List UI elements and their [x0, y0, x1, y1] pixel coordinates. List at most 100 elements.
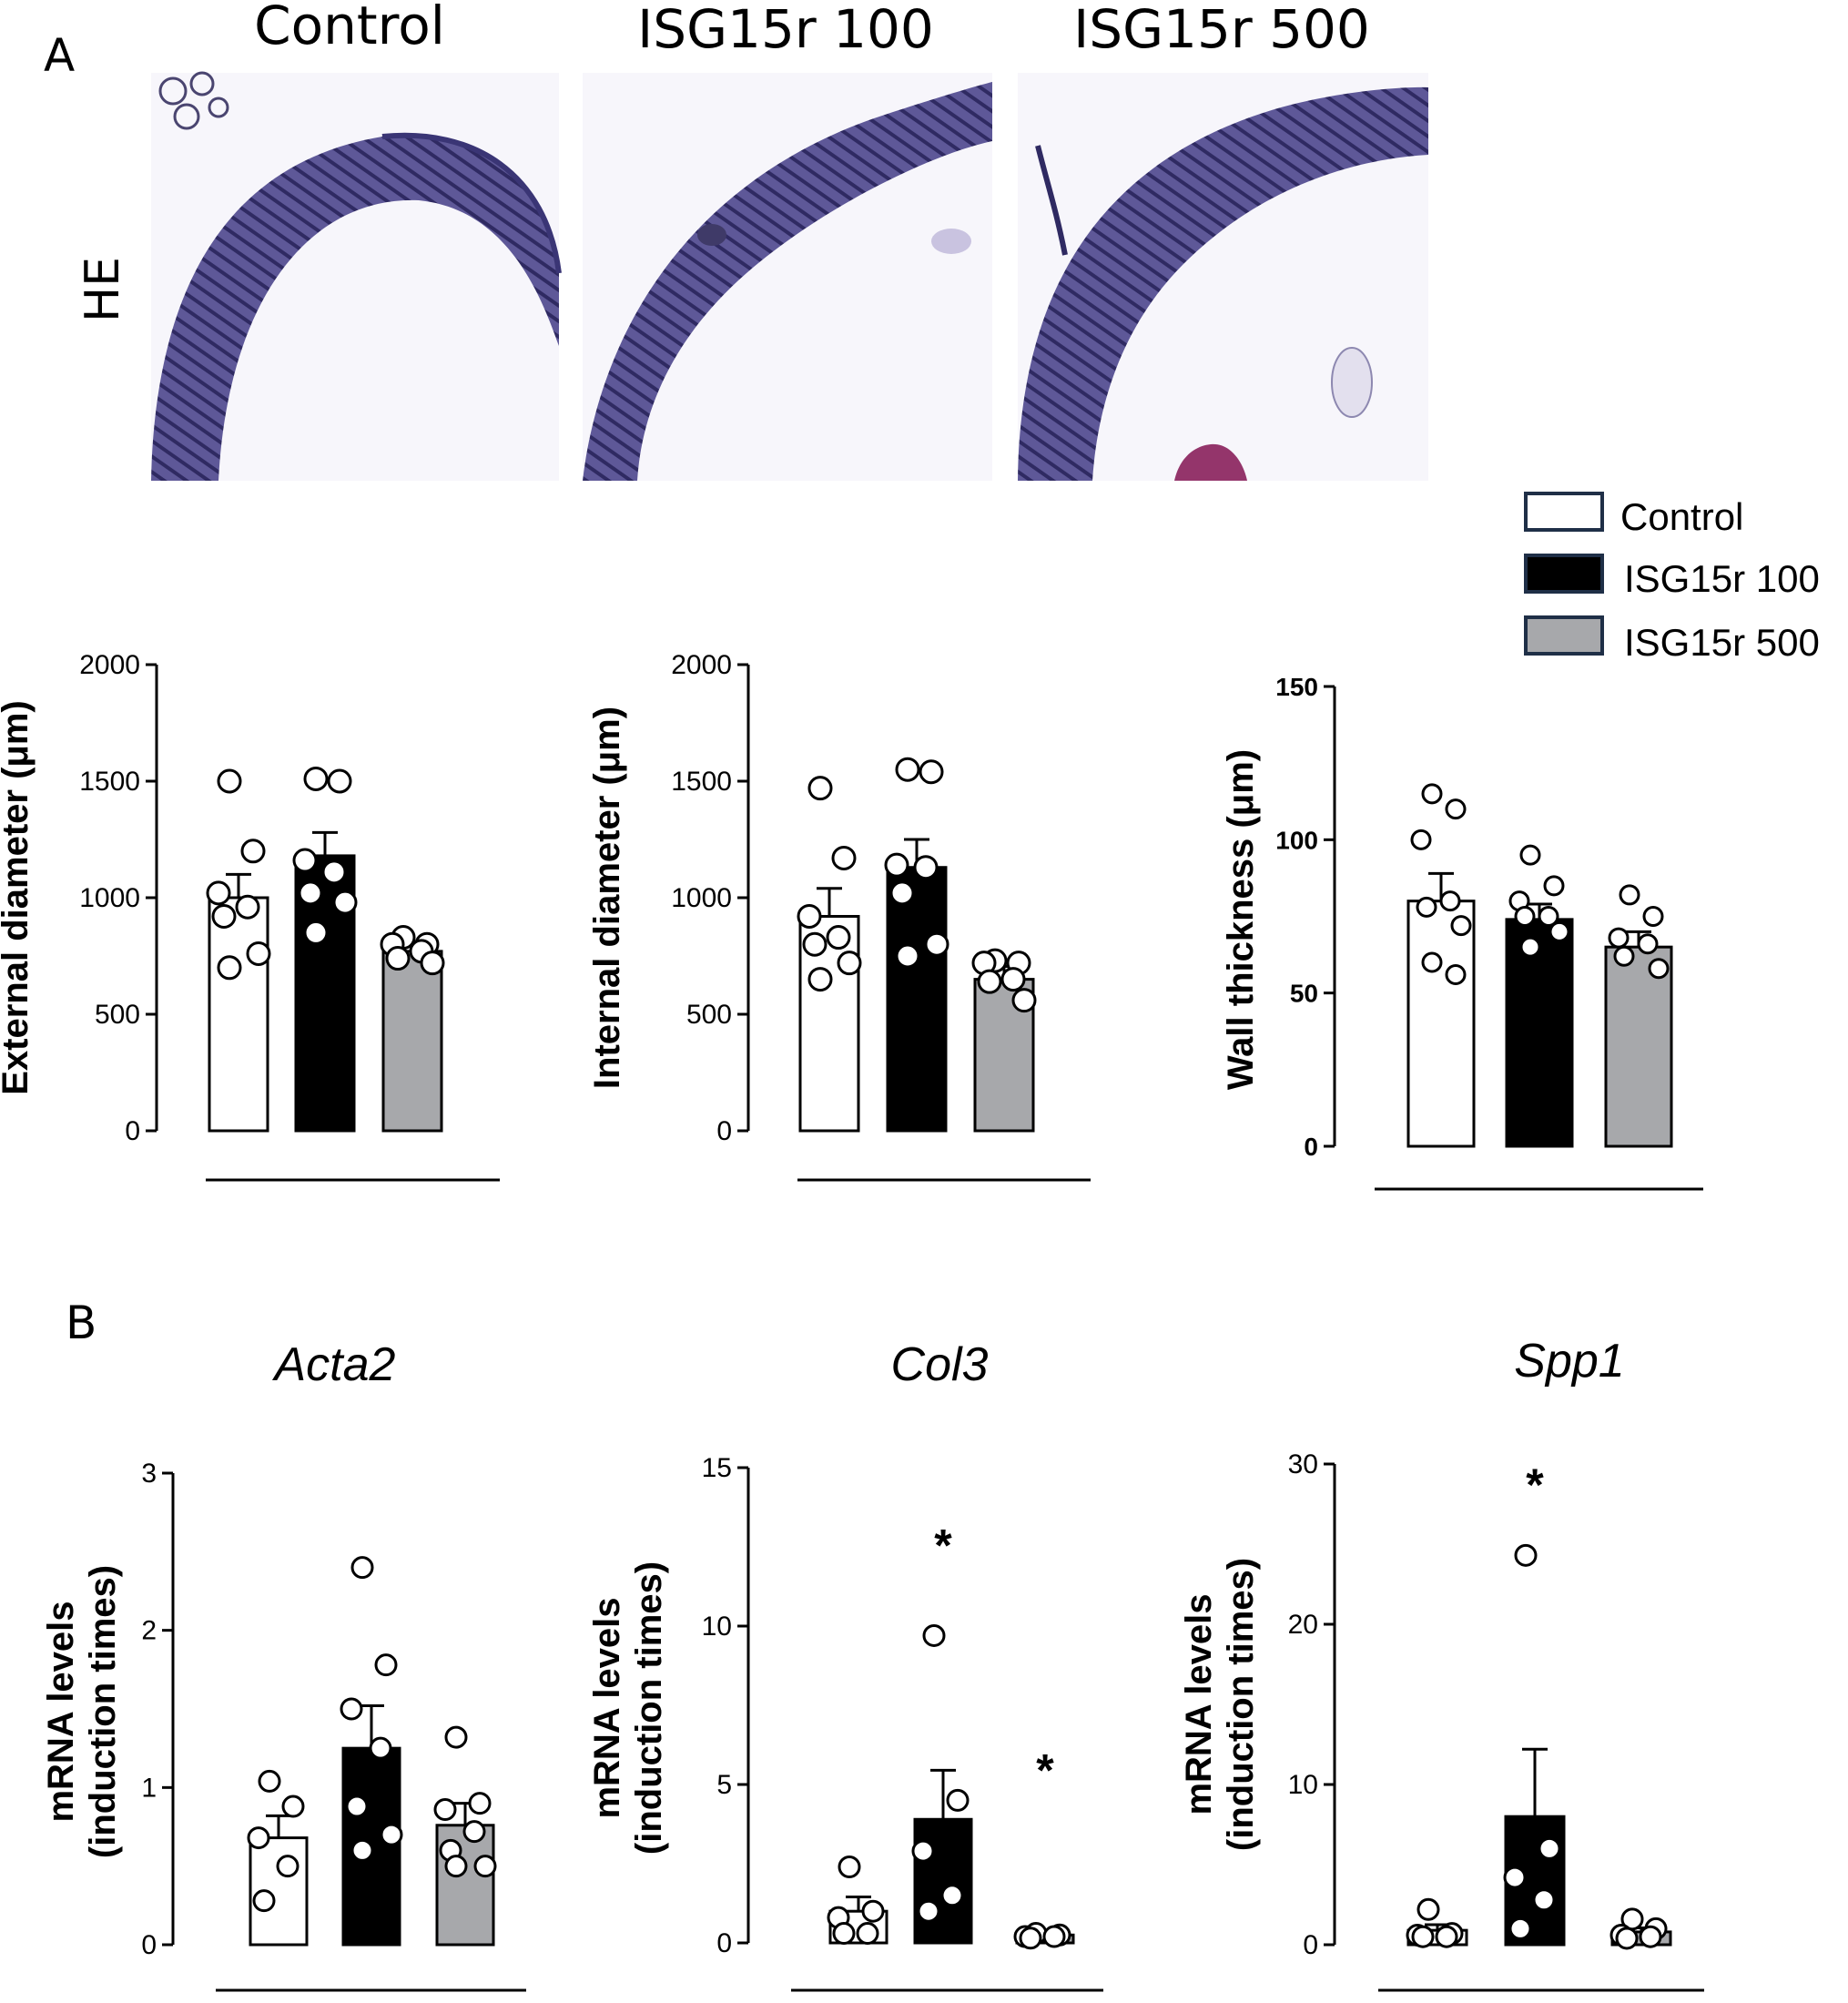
y-tick-label: 5: [716, 1770, 732, 1800]
y-axis-label-line: mRNA levels: [41, 1601, 81, 1822]
y-tick-label: 0: [716, 1116, 732, 1146]
bar: [208, 896, 269, 1133]
data-point: [919, 759, 944, 785]
data-point: [1445, 963, 1467, 985]
y-tick-label: 2000: [671, 650, 732, 680]
bar-group-control: [1406, 1897, 1468, 1948]
data-point: [1639, 1925, 1662, 1948]
data-point: [1416, 896, 1437, 918]
data-point: [1608, 927, 1630, 949]
chart-1: 0 500 1000 1500 2000 External diameter (μm): [0, 650, 500, 1182]
chart-title: Spp1: [1514, 1335, 1624, 1388]
legend-swatch-control: [1524, 492, 1604, 532]
y-tick-label: 0: [125, 1116, 140, 1146]
bar-group-isg15r-100: [1505, 844, 1574, 1148]
y-tick-label: 1000: [79, 883, 140, 913]
bar-group-isg15r-500: [433, 1725, 497, 1947]
data-point: [911, 1839, 935, 1863]
y-tick-label: 150: [1275, 673, 1318, 701]
chart-4: 0 1 2 3 mRNA levels(induction times) Acta2: [41, 1338, 526, 1992]
data-point: [298, 880, 323, 906]
data-point: [1411, 1925, 1435, 1948]
data-point: [374, 1653, 398, 1677]
data-point: [1538, 906, 1559, 927]
data-point: [1519, 936, 1541, 958]
data-point: [303, 920, 329, 945]
y-axis-label-line: mRNA levels: [1179, 1593, 1219, 1815]
data-point: [1543, 875, 1565, 897]
data-point: [832, 1922, 856, 1946]
data-point: [946, 1788, 970, 1812]
data-point: [292, 848, 318, 873]
bar-group-control: [206, 768, 271, 1133]
y-tick-label: 50: [1290, 980, 1318, 1008]
data-point: [345, 1795, 369, 1818]
y-axis-label: mRNA levels(induction times): [1179, 1558, 1261, 1851]
y-tick-label: 2: [141, 1616, 157, 1646]
data-point: [252, 1889, 276, 1913]
bar-group-control: [797, 776, 862, 1133]
data-point: [217, 768, 242, 794]
data-point: [1519, 844, 1541, 866]
data-point: [802, 931, 828, 957]
data-point: [1613, 945, 1635, 967]
data-point: [420, 951, 445, 976]
panel-a-letter: A: [44, 29, 75, 82]
data-point: [235, 894, 260, 920]
y-tick-label: 1000: [671, 883, 732, 913]
data-point: [276, 1855, 300, 1878]
data-point: [1019, 1927, 1042, 1950]
y-tick-label: 10: [702, 1612, 732, 1642]
chart-2: 0 500 1000 1500 2000 Internal diameter (μm): [587, 650, 1091, 1182]
y-tick-label: 1500: [79, 767, 140, 797]
y-axis-label-line: (induction times): [83, 1565, 123, 1858]
data-point: [1421, 951, 1443, 973]
bar: [886, 866, 948, 1133]
legend-item-isg15r-100: ISG15r 100: [1524, 554, 1820, 600]
chart-title: Col3: [891, 1338, 989, 1391]
bar-group-control: [247, 1769, 309, 1947]
chart-title: Acta2: [272, 1338, 396, 1391]
data-point: [433, 1798, 457, 1822]
y-axis-label-line: (induction times): [629, 1561, 669, 1855]
data-point: [1450, 915, 1472, 937]
y-tick-label: 15: [702, 1453, 732, 1483]
data-point: [217, 955, 242, 981]
data-point: [837, 951, 862, 976]
data-point: [1410, 829, 1432, 850]
column-title-isg15r-500: ISG15r 500: [1073, 0, 1370, 60]
data-point: [807, 967, 833, 992]
y-tick-label: 0: [141, 1930, 157, 1960]
y-axis-label: mRNA levels(induction times): [587, 1561, 669, 1855]
column-title-control: Control: [254, 0, 445, 56]
legend-label-isg15r-100: ISG15r 100: [1624, 557, 1820, 600]
data-point: [913, 855, 939, 880]
y-tick-label: 30: [1288, 1449, 1318, 1479]
data-point: [240, 839, 266, 864]
bar: [381, 950, 443, 1133]
data-point: [831, 845, 857, 870]
bar: [913, 1817, 973, 1945]
data-point: [1514, 1543, 1538, 1567]
bar-group-isg15r-100: [340, 1556, 403, 1947]
data-point: [922, 1623, 946, 1647]
data-point: [444, 1725, 468, 1749]
bar-group-isg15r-500: [1013, 1922, 1075, 1950]
data-point: [462, 1820, 486, 1844]
micrograph-control: [151, 71, 562, 481]
y-tick-label: 10: [1288, 1770, 1318, 1800]
data-point: [1011, 988, 1037, 1013]
data-point: [884, 852, 909, 878]
bar: [1406, 900, 1476, 1148]
data-point: [838, 1855, 861, 1878]
y-tick-label: 1500: [671, 767, 732, 797]
significance-marker: *: [1036, 1745, 1054, 1796]
bar-group-isg15r-100: [911, 1623, 973, 1945]
data-point: [889, 880, 915, 906]
data-point: [473, 1855, 497, 1878]
data-point: [1503, 1866, 1527, 1889]
data-point: [807, 776, 833, 801]
data-point: [826, 925, 851, 951]
y-axis-label: mRNA levels(induction times): [41, 1565, 123, 1858]
